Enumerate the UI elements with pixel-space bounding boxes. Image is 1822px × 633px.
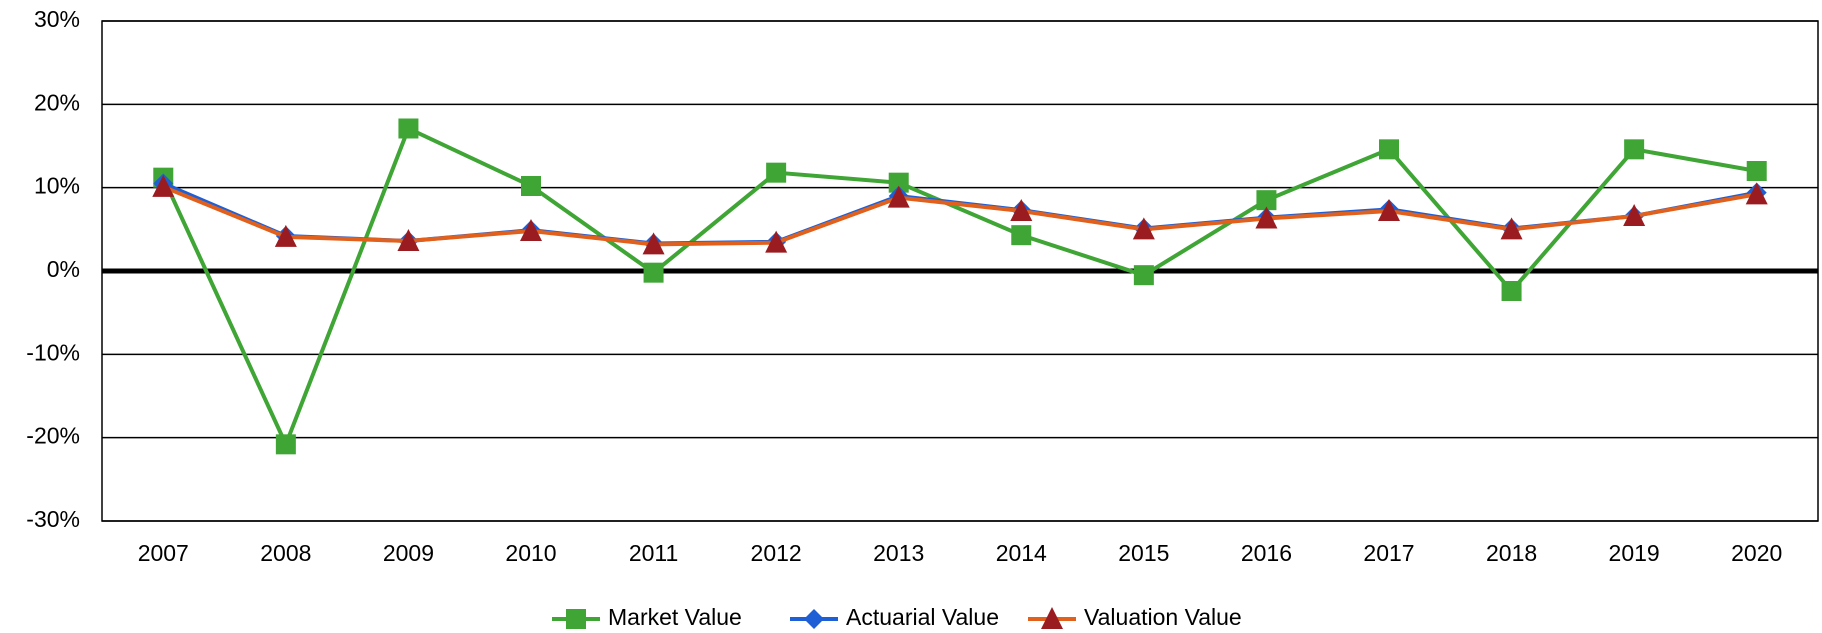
marker — [766, 162, 787, 183]
marker — [887, 185, 910, 208]
marker — [521, 176, 541, 196]
marker — [566, 609, 586, 629]
marker — [275, 434, 296, 455]
marker — [804, 609, 824, 629]
y-tick-label: 0% — [47, 256, 80, 282]
y-tick-label: 30% — [34, 6, 80, 32]
x-tick-label: 2008 — [260, 540, 311, 566]
y-tick-label: 20% — [34, 89, 80, 115]
legend-label: Valuation Value — [1084, 604, 1242, 630]
x-tick-label: 2019 — [1609, 540, 1660, 566]
legend-label: Market Value — [608, 604, 742, 630]
x-tick-label: 2014 — [996, 540, 1047, 566]
marker — [1011, 225, 1032, 246]
y-tick-label: 10% — [34, 173, 80, 199]
marker — [1041, 607, 1063, 629]
marker — [274, 224, 297, 247]
y-tick-label: -30% — [26, 506, 80, 532]
marker — [1378, 199, 1400, 221]
marker — [520, 219, 542, 241]
marker — [152, 174, 175, 197]
marker — [643, 262, 664, 283]
marker — [1255, 206, 1278, 229]
x-tick-label: 2020 — [1731, 540, 1782, 566]
x-tick-label: 2009 — [383, 540, 434, 566]
marker — [1746, 161, 1767, 181]
x-tick-label: 2016 — [1241, 540, 1292, 566]
series-line — [161, 125, 1758, 450]
marker — [398, 118, 419, 139]
marker — [765, 230, 788, 253]
marker — [1379, 139, 1399, 160]
x-tick-label: 2015 — [1118, 540, 1169, 566]
marker — [1010, 199, 1033, 221]
marker — [1623, 204, 1646, 226]
legend-label: Actuarial Value — [846, 604, 999, 630]
x-tick-label: 2013 — [873, 540, 924, 566]
marker — [1132, 217, 1155, 240]
y-tick-label: -10% — [26, 339, 80, 365]
series-line — [162, 184, 1758, 247]
marker — [1500, 217, 1523, 240]
y-tick-label: -20% — [26, 423, 80, 449]
x-tick-label: 2018 — [1486, 540, 1537, 566]
marker — [1624, 139, 1645, 160]
plot-frame — [101, 20, 1819, 522]
marker — [1256, 190, 1277, 211]
marker — [642, 232, 665, 255]
x-tick-label: 2017 — [1363, 540, 1414, 566]
marker — [397, 229, 420, 251]
x-tick-label: 2007 — [138, 540, 189, 566]
x-tick-label: 2010 — [505, 540, 556, 566]
x-tick-label: 2012 — [751, 540, 802, 566]
marker — [1501, 281, 1522, 301]
marker — [1133, 265, 1154, 286]
marker — [1745, 182, 1768, 205]
marker — [888, 172, 909, 193]
x-tick-label: 2011 — [629, 540, 678, 566]
